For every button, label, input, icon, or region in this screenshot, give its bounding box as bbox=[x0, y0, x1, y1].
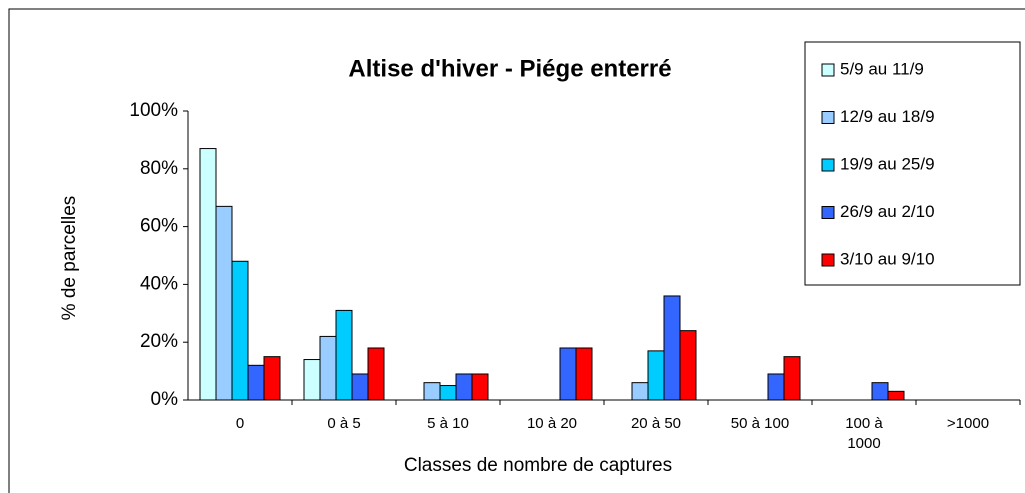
legend-swatch bbox=[821, 206, 835, 219]
x-tick-label: 5 à 10 bbox=[427, 415, 469, 432]
bar bbox=[247, 364, 265, 401]
bar bbox=[679, 330, 697, 401]
bar bbox=[471, 373, 489, 401]
bar bbox=[647, 350, 665, 401]
x-tick-label: >1000 bbox=[946, 415, 990, 432]
legend-label: 19/9 au 25/9 bbox=[840, 154, 935, 173]
bar bbox=[439, 385, 457, 401]
legend-label: 12/9 au 18/9 bbox=[840, 107, 935, 126]
legend-label: 3/10 au 9/10 bbox=[840, 249, 935, 268]
y-tick-label: 0% bbox=[151, 389, 179, 410]
bar bbox=[263, 356, 281, 401]
bar bbox=[215, 205, 233, 401]
bar bbox=[303, 359, 321, 401]
bar bbox=[423, 382, 441, 401]
bar bbox=[455, 373, 473, 401]
bar bbox=[199, 148, 217, 401]
x-tick-label: 0 à 5 bbox=[327, 415, 361, 432]
y-tick-label: 100% bbox=[129, 100, 178, 121]
x-tick-label: 10 à 20 bbox=[526, 415, 578, 432]
legend-box bbox=[804, 41, 1021, 286]
bar bbox=[231, 260, 249, 401]
y-tick-label: 40% bbox=[140, 273, 178, 294]
chart-title: Altise d'hiver - Piége enterré bbox=[348, 55, 671, 82]
legend-swatch bbox=[821, 253, 835, 267]
bar bbox=[767, 373, 785, 401]
x-tick-label: 100 à 1000 bbox=[845, 415, 883, 452]
y-tick-label: 60% bbox=[140, 216, 178, 237]
x-axis-label: Classes de nombre de captures bbox=[404, 455, 672, 476]
x-tick-label: 20 à 50 bbox=[630, 415, 682, 432]
legend-label: 26/9 au 2/10 bbox=[840, 202, 935, 221]
y-axis-label: % de parcelles bbox=[59, 196, 80, 321]
bar bbox=[871, 382, 889, 401]
legend-label: 5/9 au 11/9 bbox=[840, 59, 924, 78]
bar bbox=[887, 390, 905, 401]
y-tick-label: 80% bbox=[140, 158, 178, 179]
bar bbox=[783, 356, 801, 401]
bar bbox=[631, 382, 649, 401]
x-tick-label: 0 bbox=[235, 415, 245, 432]
bar bbox=[575, 347, 593, 401]
bar bbox=[351, 373, 369, 401]
legend-swatch bbox=[821, 63, 835, 77]
legend-swatch bbox=[821, 158, 835, 172]
x-tick-label: 50 à 100 bbox=[730, 415, 790, 432]
bar bbox=[367, 347, 385, 401]
bar bbox=[559, 347, 577, 401]
legend-swatch bbox=[821, 111, 835, 124]
bar bbox=[319, 335, 337, 401]
y-tick-label: 20% bbox=[140, 331, 178, 352]
bar bbox=[663, 295, 681, 401]
bar bbox=[335, 309, 353, 401]
